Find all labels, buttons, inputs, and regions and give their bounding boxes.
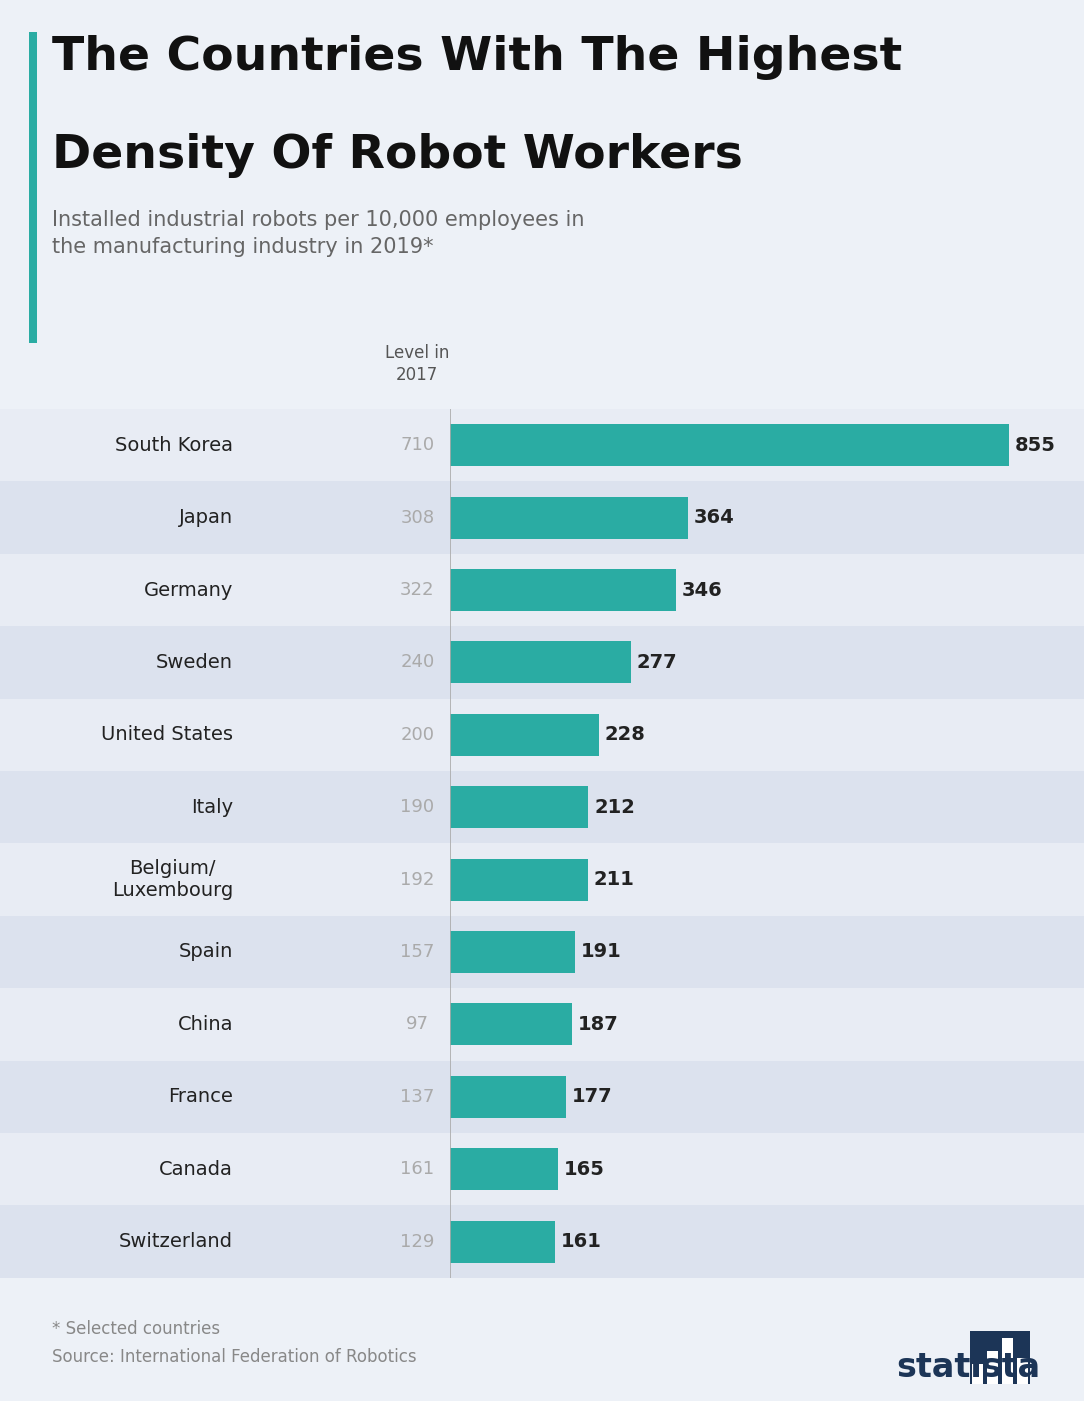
- Bar: [450, 1149, 558, 1189]
- Text: 129: 129: [400, 1233, 435, 1251]
- Text: Italy: Italy: [191, 797, 233, 817]
- Text: 200: 200: [400, 726, 435, 744]
- Text: * Selected countries: * Selected countries: [52, 1320, 220, 1338]
- Bar: [0, 843, 1084, 916]
- Text: France: France: [168, 1087, 233, 1107]
- Bar: [0, 1205, 1084, 1278]
- Text: 137: 137: [400, 1087, 435, 1105]
- Text: South Korea: South Korea: [115, 436, 233, 455]
- Bar: [0, 553, 1084, 626]
- Text: 855: 855: [1015, 436, 1056, 455]
- Bar: [1017, 1358, 1028, 1384]
- Bar: [0, 1061, 1084, 1133]
- Bar: [450, 1003, 572, 1045]
- Text: 192: 192: [400, 870, 435, 888]
- Bar: [450, 859, 588, 901]
- Text: Japan: Japan: [179, 509, 233, 527]
- Bar: [0, 916, 1084, 988]
- Text: 161: 161: [562, 1231, 602, 1251]
- Text: Switzerland: Switzerland: [119, 1231, 233, 1251]
- Text: 240: 240: [400, 653, 435, 671]
- Bar: [1003, 1338, 1012, 1384]
- Text: 212: 212: [594, 797, 635, 817]
- Text: 191: 191: [581, 943, 621, 961]
- Bar: [450, 1076, 566, 1118]
- Text: 308: 308: [400, 509, 435, 527]
- Text: United States: United States: [101, 726, 233, 744]
- Text: Spain: Spain: [179, 943, 233, 961]
- Text: 187: 187: [578, 1014, 619, 1034]
- Bar: [450, 715, 599, 755]
- Text: 364: 364: [694, 509, 735, 527]
- Text: 277: 277: [637, 653, 678, 672]
- Text: Level in
2017: Level in 2017: [385, 343, 450, 384]
- Text: Sweden: Sweden: [156, 653, 233, 672]
- Bar: [0, 699, 1084, 771]
- Text: 97: 97: [405, 1016, 429, 1034]
- Text: Belgium/
Luxembourg: Belgium/ Luxembourg: [112, 859, 233, 899]
- Text: 177: 177: [571, 1087, 612, 1107]
- Bar: [972, 1365, 983, 1384]
- Bar: [450, 425, 1009, 467]
- Bar: [0, 409, 1084, 482]
- Text: The Countries With The Highest: The Countries With The Highest: [52, 35, 902, 80]
- Bar: [450, 569, 676, 611]
- Text: 157: 157: [400, 943, 435, 961]
- Bar: [0, 988, 1084, 1061]
- Bar: [450, 1220, 555, 1262]
- Bar: [0, 1133, 1084, 1205]
- Bar: [0, 771, 1084, 843]
- Text: 165: 165: [564, 1160, 605, 1178]
- Bar: [450, 497, 688, 538]
- Text: Installed industrial robots per 10,000 employees in
the manufacturing industry i: Installed industrial robots per 10,000 e…: [52, 210, 584, 256]
- Bar: [0, 626, 1084, 699]
- Text: 710: 710: [400, 436, 435, 454]
- Text: Source: International Federation of Robotics: Source: International Federation of Robo…: [52, 1348, 416, 1366]
- Bar: [450, 642, 631, 684]
- Text: China: China: [178, 1014, 233, 1034]
- Bar: [450, 786, 589, 828]
- Text: Germany: Germany: [144, 580, 233, 600]
- Bar: [0, 482, 1084, 553]
- Text: 322: 322: [400, 581, 435, 600]
- Text: 346: 346: [682, 580, 723, 600]
- Bar: [450, 932, 575, 972]
- Text: Canada: Canada: [159, 1160, 233, 1178]
- Text: 211: 211: [594, 870, 634, 890]
- Text: 190: 190: [400, 799, 435, 817]
- Text: statista: statista: [896, 1351, 1041, 1384]
- Text: 161: 161: [400, 1160, 435, 1178]
- Text: 228: 228: [605, 726, 646, 744]
- Bar: [988, 1351, 997, 1384]
- Text: Density Of Robot Workers: Density Of Robot Workers: [52, 133, 743, 178]
